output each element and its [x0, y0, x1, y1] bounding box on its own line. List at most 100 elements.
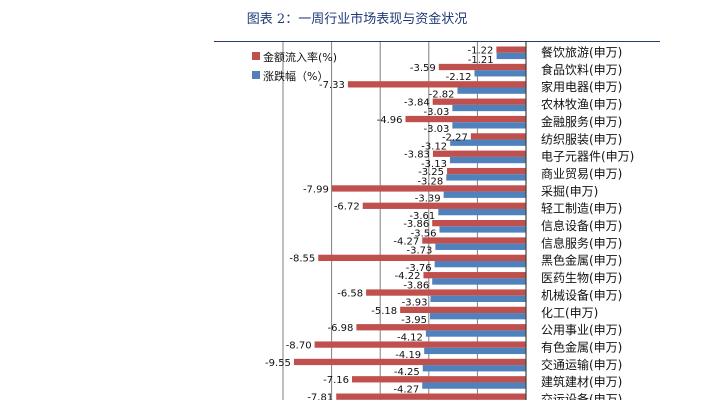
data-label-inflow: -4.96	[377, 115, 403, 126]
bar-inflow	[318, 254, 526, 261]
bar-change	[425, 330, 526, 337]
bar-inflow	[362, 202, 526, 209]
data-label-inflow: -7.16	[323, 375, 349, 386]
data-label-change: -4.19	[395, 350, 421, 361]
category-label: 食品饮料(申万)	[541, 62, 622, 77]
bar-change	[435, 243, 526, 250]
category-label: 轻工制造(申万)	[541, 202, 622, 216]
bar-inflow	[400, 306, 526, 314]
data-label-change: -3.39	[415, 194, 441, 205]
bar-inflow	[331, 185, 526, 192]
data-label-change: -4.27	[393, 384, 419, 395]
category-label: 黑色金属(申万)	[541, 253, 622, 268]
legend-swatch-change	[252, 71, 260, 79]
category-label: 家用电器(申万)	[541, 79, 622, 94]
category-labels: 餐饮旅游(申万) 食品饮料(申万) 家用电器(申万) 农林牧渔(申万) 金融服务(申万)…	[541, 45, 634, 400]
legend: 金额流入率(%) 涨跌幅（%）	[252, 50, 337, 83]
category-label: 餐饮旅游(申万)	[541, 45, 622, 60]
bar-inflow	[352, 376, 526, 383]
bar-change	[450, 139, 526, 146]
category-label: 信息服务(申万)	[541, 235, 622, 250]
category-label: 农林牧渔(申万)	[541, 98, 622, 112]
data-label-change: -3.12	[421, 142, 447, 153]
data-label-inflow: -5.18	[371, 306, 397, 317]
bar-inflow	[470, 133, 526, 140]
data-label-inflow: -3.25	[418, 167, 444, 178]
data-label-change: -2.12	[446, 72, 472, 83]
data-label-change: -3.95	[401, 315, 427, 326]
category-label: 医药生物(申万)	[541, 271, 622, 285]
data-label-inflow: -8.70	[286, 340, 312, 351]
data-label-inflow: -1.22	[467, 46, 493, 57]
category-label: 商业贸易(申万)	[541, 166, 622, 181]
category-label: 采掘(申万)	[541, 183, 598, 198]
data-label-inflow: -9.55	[265, 358, 291, 369]
data-label-change: -1.21	[468, 55, 494, 66]
data-label-change: -3.03	[423, 124, 449, 135]
bar-change	[422, 365, 526, 372]
data-label-inflow: -4.22	[395, 271, 421, 282]
bar-inflow	[432, 98, 526, 105]
data-label-inflow: -2.27	[442, 132, 468, 143]
data-label-change: -3.61	[409, 211, 435, 222]
data-label-inflow: -8.55	[289, 254, 315, 265]
figure-title: 图表 2：一周行业市场表现与资金状况	[246, 12, 468, 27]
bar-inflow	[336, 393, 526, 400]
bar-inflow	[432, 150, 526, 157]
bar-change	[452, 122, 526, 129]
category-label: 公用事业(申万)	[541, 323, 622, 337]
data-label-inflow: -3.59	[410, 63, 436, 74]
data-label-change: -3.13	[421, 159, 447, 170]
top-rule	[214, 41, 660, 42]
category-label: 建筑建材(申万)	[541, 374, 622, 389]
data-label-inflow: -4.27	[393, 236, 419, 247]
bar-inflow	[347, 81, 526, 88]
bar-inflow	[405, 115, 526, 123]
bar-change	[438, 208, 526, 216]
bar-inflow	[293, 358, 526, 366]
data-label-inflow: -7.81	[307, 393, 333, 400]
category-label: 电子元器件(申万)	[541, 150, 634, 164]
data-label-inflow: -6.72	[334, 202, 360, 213]
bar-change	[434, 261, 526, 268]
category-label: 有色金属(申万)	[541, 339, 622, 354]
category-label: 机械设备(申万)	[541, 287, 622, 302]
legend-swatch-inflow	[252, 52, 260, 60]
bar-change	[422, 382, 526, 389]
data-label-inflow: -7.99	[303, 184, 329, 195]
data-label-change: -2.82	[429, 90, 455, 101]
bar-change	[496, 52, 526, 60]
data-label-inflow: -7.33	[319, 80, 345, 91]
bar-inflow	[432, 220, 526, 227]
data-label-change: -3.28	[417, 176, 443, 187]
bar-inflow	[447, 167, 526, 175]
category-label: 纺织服装(申万)	[541, 132, 622, 146]
data-label-change: -3.93	[402, 298, 428, 309]
bars	[293, 46, 526, 400]
category-label: 交运设备(申万)	[541, 392, 622, 400]
category-label: 信息设备(申万)	[541, 218, 622, 233]
bar-change	[424, 347, 526, 355]
bar-inflow	[356, 324, 526, 331]
bar-change	[430, 295, 526, 302]
legend-label-change: 涨跌幅（%）	[263, 69, 328, 83]
bar-change	[474, 70, 526, 77]
bar-change	[452, 104, 526, 112]
data-label-inflow: -6.58	[337, 288, 363, 299]
data-label-change: -3.56	[411, 228, 437, 239]
data-label-inflow: -3.86	[403, 219, 429, 230]
bar-inflow	[423, 272, 526, 279]
category-label: 金融服务(申万)	[541, 114, 622, 129]
bar-change	[457, 87, 526, 94]
data-label-change: -3.03	[423, 107, 449, 118]
category-label: 化工(申万)	[541, 306, 598, 320]
bar-change	[439, 226, 526, 233]
bar-inflow	[314, 341, 526, 348]
bar-change	[432, 278, 526, 285]
data-label-change: -3.76	[406, 263, 432, 274]
data-label-inflow: -6.98	[328, 323, 354, 334]
bar-change	[449, 156, 526, 164]
bar-change	[446, 174, 526, 181]
data-label-inflow: -3.84	[404, 98, 430, 109]
